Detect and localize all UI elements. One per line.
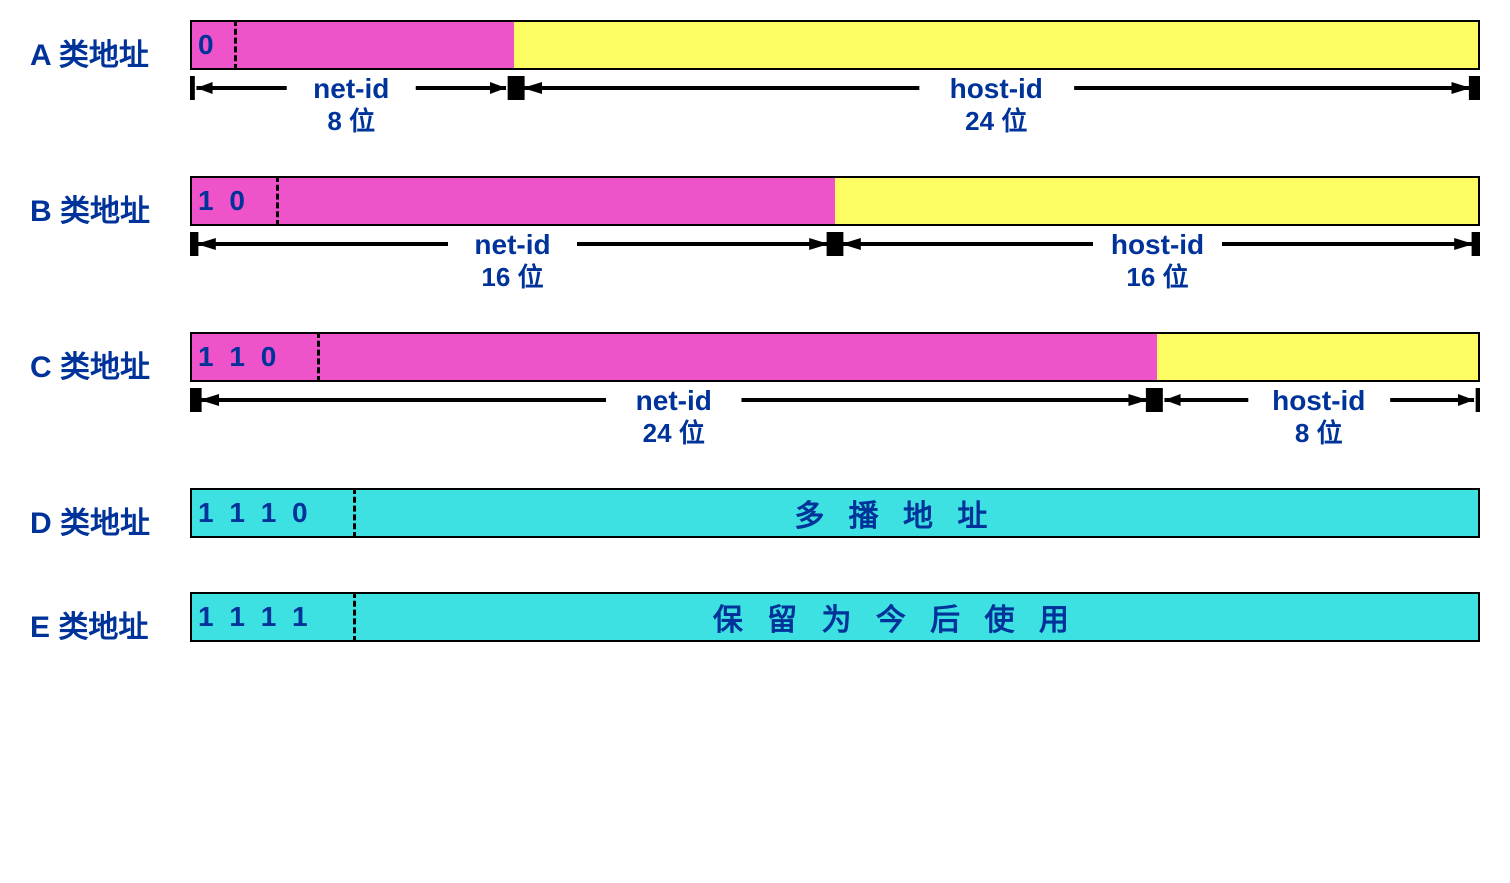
class-c-host-dim: host-id 8 位	[1158, 388, 1481, 458]
class-e-dashed	[353, 592, 356, 642]
class-c-body: 1 1 0 net-id	[190, 332, 1480, 478]
class-b-host-sub: 16 位	[835, 263, 1480, 292]
class-c-prefix: 1 1 0	[192, 341, 280, 373]
class-b-net-dim: net-id 16 位	[190, 232, 835, 302]
class-a-host-sub: 24 位	[513, 107, 1481, 136]
class-a-net-segment: 0	[192, 22, 514, 68]
class-d-dashed	[353, 488, 356, 538]
class-e-bar: 1 1 1 1 保 留 为 今 后 使 用	[190, 592, 1480, 642]
class-d-body: 1 1 1 0 多 播 地 址	[190, 488, 1480, 538]
class-e-prefix: 1 1 1 1	[192, 601, 312, 633]
ip-class-diagram: A 类地址 0	[30, 20, 1480, 646]
class-a-prefix: 0	[192, 29, 218, 61]
class-c-bar: 1 1 0	[190, 332, 1480, 382]
class-d-bar: 1 1 1 0 多 播 地 址	[190, 488, 1480, 538]
class-b-bar: 1 0	[190, 176, 1480, 226]
class-a-dashed	[234, 20, 237, 70]
class-a-bar: 0	[190, 20, 1480, 70]
class-b-net-segment: 1 0	[192, 178, 835, 224]
class-a-host-label: host-id	[950, 73, 1043, 104]
class-b-net-label: net-id	[474, 229, 550, 260]
class-e-body: 1 1 1 1 保 留 为 今 后 使 用	[190, 592, 1480, 642]
class-d-label: D 类地址	[30, 488, 190, 542]
class-c-net-dim: net-id 24 位	[190, 388, 1158, 458]
class-c-net-segment: 1 1 0	[192, 334, 1157, 380]
class-a-net-dim: net-id 8 位	[190, 76, 513, 146]
class-c-dashed	[317, 332, 320, 382]
row-class-e: E 类地址 1 1 1 1 保 留 为 今 后 使 用	[30, 592, 1480, 646]
row-class-a: A 类地址 0	[30, 20, 1480, 166]
class-d-segment: 1 1 1 0 多 播 地 址	[192, 490, 1478, 536]
class-d-body-text: 多 播 地 址	[312, 491, 1478, 535]
row-class-b: B 类地址 1 0	[30, 176, 1480, 322]
class-a-host-segment	[514, 22, 1479, 68]
class-c-net-label: net-id	[636, 385, 712, 416]
class-c-host-segment	[1157, 334, 1479, 380]
class-a-dims: net-id 8 位 host-id 24 位	[190, 76, 1480, 146]
class-b-body: 1 0 net-id 16	[190, 176, 1480, 322]
class-d-prefix: 1 1 1 0	[192, 497, 312, 529]
class-a-label: A 类地址	[30, 20, 190, 74]
row-class-c: C 类地址 1 1 0	[30, 332, 1480, 478]
class-b-label: B 类地址	[30, 176, 190, 230]
class-a-net-sub: 8 位	[190, 107, 513, 136]
class-b-host-segment	[835, 178, 1478, 224]
class-e-segment: 1 1 1 1 保 留 为 今 后 使 用	[192, 594, 1478, 640]
class-b-dashed	[276, 176, 279, 226]
class-c-host-sub: 8 位	[1158, 419, 1481, 448]
class-a-body: 0 net-id 8 位	[190, 20, 1480, 166]
class-b-host-dim: host-id 16 位	[835, 232, 1480, 302]
class-b-host-label: host-id	[1111, 229, 1204, 260]
class-e-label: E 类地址	[30, 592, 190, 646]
class-c-dims: net-id 24 位 host-id 8 位	[190, 388, 1480, 458]
class-b-dims: net-id 16 位 host-id 16 位	[190, 232, 1480, 302]
class-c-host-label: host-id	[1272, 385, 1365, 416]
class-c-net-sub: 24 位	[190, 419, 1158, 448]
class-b-net-sub: 16 位	[190, 263, 835, 292]
class-b-prefix: 1 0	[192, 185, 249, 217]
class-a-host-dim: host-id 24 位	[513, 76, 1481, 146]
class-a-net-label: net-id	[313, 73, 389, 104]
class-e-body-text: 保 留 为 今 后 使 用	[312, 595, 1478, 639]
class-c-label: C 类地址	[30, 332, 190, 386]
row-class-d: D 类地址 1 1 1 0 多 播 地 址	[30, 488, 1480, 542]
